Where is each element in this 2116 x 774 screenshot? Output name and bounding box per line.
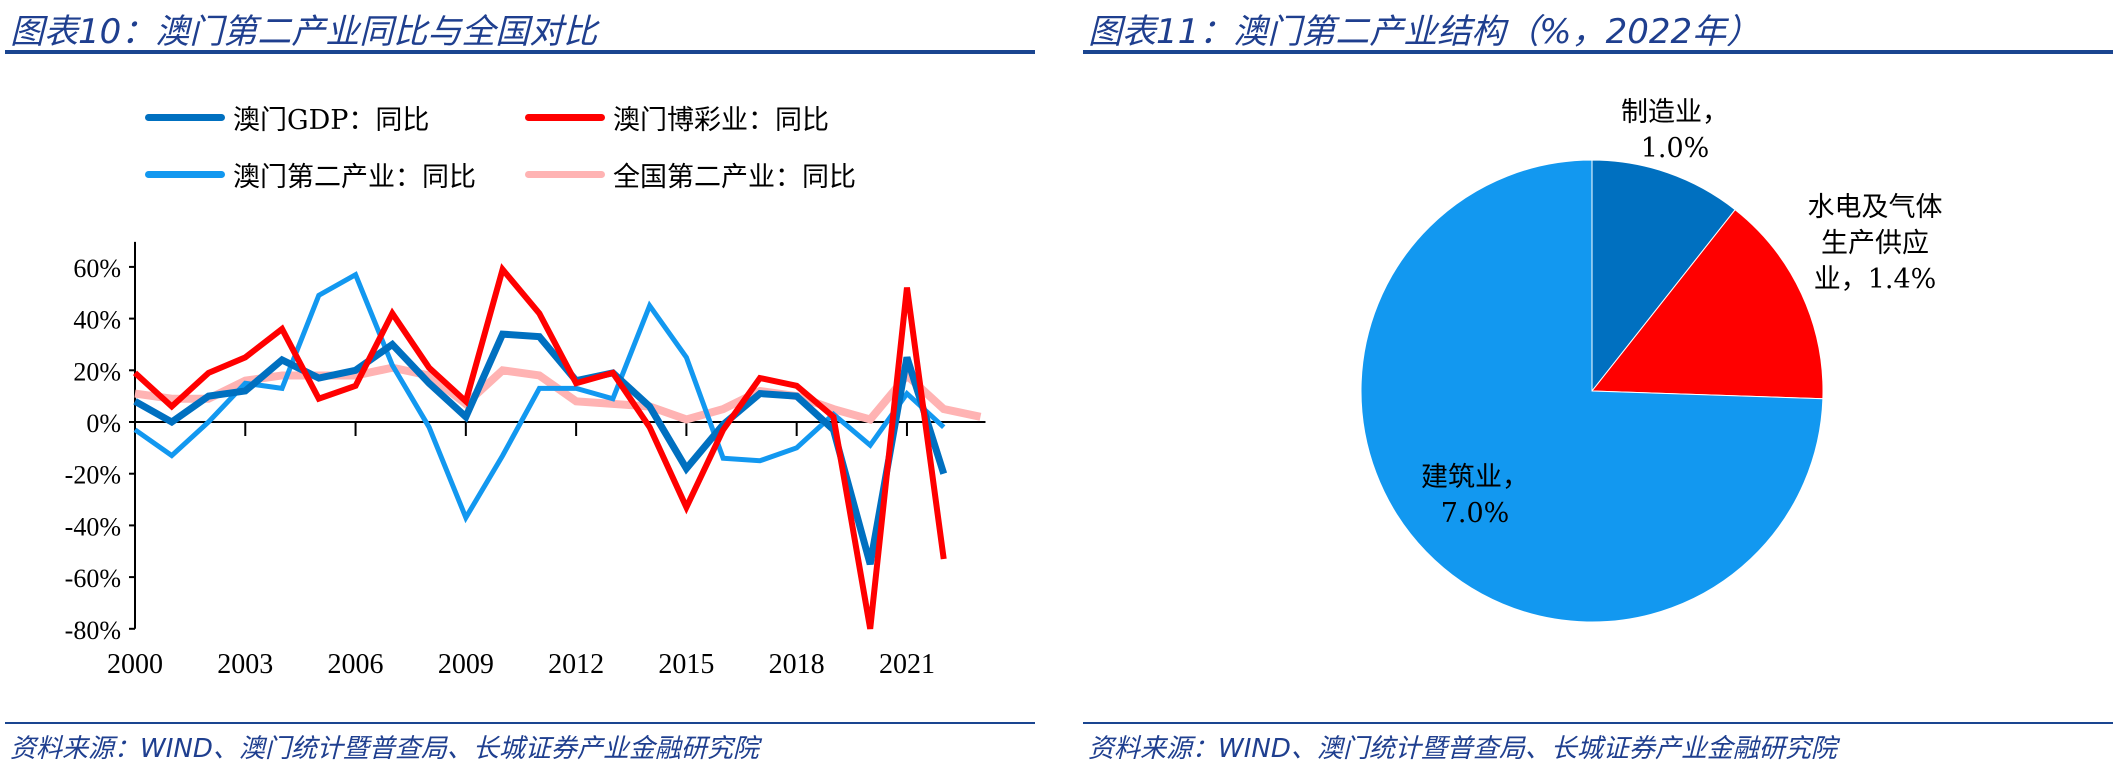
right-source-rule — [1083, 722, 2113, 724]
y-tick-label: -40% — [65, 512, 121, 541]
right-chart-title: 图表11：澳门第二产业结构（%，2022年） — [1088, 12, 1761, 52]
x-tick-label: 2018 — [769, 649, 825, 680]
legend-swatch — [145, 114, 225, 121]
legend-label: 澳门GDP：同比 — [233, 105, 430, 136]
legend-swatch — [525, 114, 605, 121]
legend-national-secondary: 全国第二产业：同比 — [525, 155, 856, 194]
pie-slice-1 — [1590, 209, 1824, 400]
legend-label: 澳门博彩业：同比 — [613, 105, 829, 136]
x-tick-label: 2006 — [328, 649, 384, 680]
left-source-rule — [5, 722, 1035, 724]
x-tick-label: 2012 — [548, 649, 604, 680]
left-title-rule — [5, 50, 1035, 54]
series-line-1 — [132, 263, 947, 630]
right-source: 资料来源：WIND、澳门统计暨普查局、长城证券产业金融研究院 — [1088, 734, 1837, 764]
x-tick-label: 2021 — [879, 649, 935, 680]
y-tick-label: 20% — [73, 357, 121, 386]
right-title-rule — [1083, 50, 2113, 54]
legend-swatch — [145, 171, 225, 178]
x-tick-label: 2009 — [438, 649, 494, 680]
pie-label-manufacturing: 制造业， 1.0% — [1621, 97, 1729, 164]
legend-label: 澳门第二产业：同比 — [233, 162, 476, 193]
legend-swatch — [525, 171, 605, 178]
legend-gaming: 澳门博彩业：同比 — [525, 98, 829, 137]
left-chart-title: 图表10：澳门第二产业同比与全国对比 — [10, 12, 598, 52]
y-tick-label: 60% — [73, 254, 121, 283]
x-tick-label: 2000 — [107, 649, 163, 680]
legend-label: 全国第二产业：同比 — [613, 162, 856, 193]
pie-slice-0 — [1591, 159, 1736, 393]
x-tick-label: 2015 — [658, 649, 714, 680]
pie-slice-2 — [1360, 159, 1824, 623]
y-tick-label: 0% — [86, 409, 121, 438]
left-source: 资料来源：WIND、澳门统计暨普查局、长城证券产业金融研究院 — [10, 734, 759, 764]
pie-label-construction: 建筑业， 7.0% — [1421, 462, 1529, 529]
legend-macau-secondary: 澳门第二产业：同比 — [145, 155, 476, 194]
y-tick-label: -20% — [65, 461, 121, 490]
legend-gdp: 澳门GDP：同比 — [145, 98, 429, 137]
y-tick-label: -80% — [65, 616, 121, 645]
pie-label-utilities: 水电及气体 生产供应 业，1.4% — [1807, 192, 1943, 295]
y-tick-label: 40% — [73, 306, 121, 335]
series-line-0 — [133, 330, 948, 566]
y-tick-label: -60% — [65, 564, 121, 593]
x-tick-label: 2003 — [217, 649, 273, 680]
